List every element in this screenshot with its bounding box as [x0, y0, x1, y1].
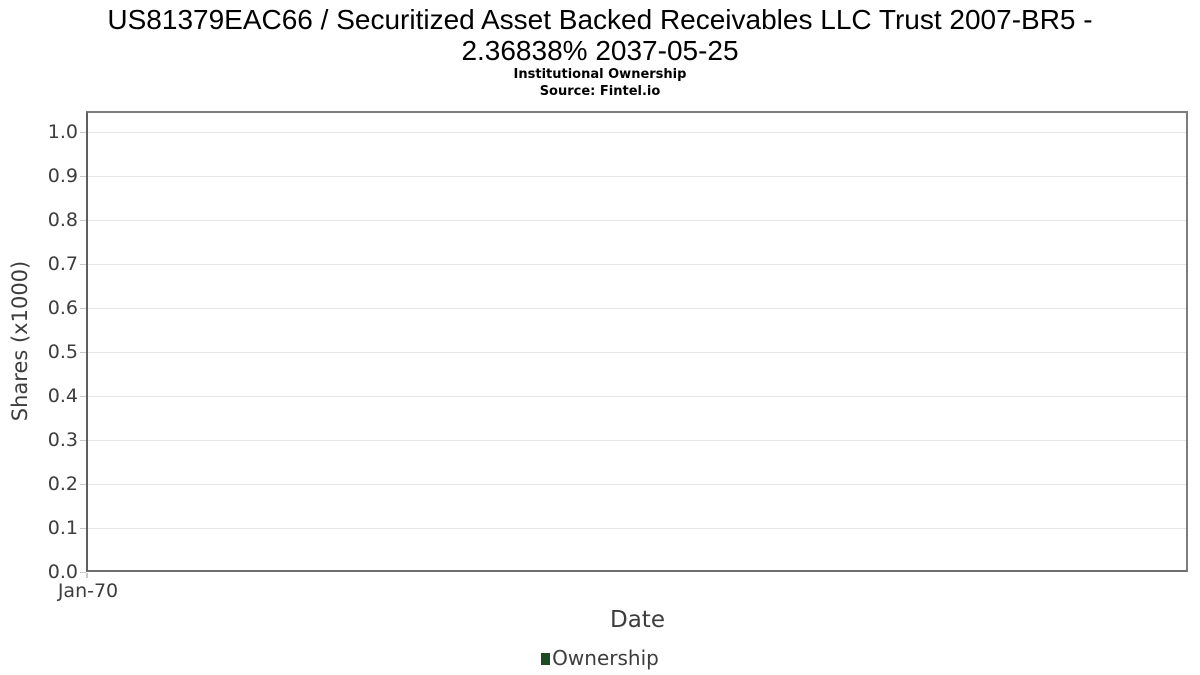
y-axis-tickmark — [80, 484, 86, 485]
y-axis-tickmark — [80, 308, 86, 309]
y-axis-tickmark — [80, 440, 86, 441]
y-axis-tickmark — [80, 264, 86, 265]
y-axis-tickmark — [80, 396, 86, 397]
y-axis-tickmark — [80, 528, 86, 529]
y-axis-tick-label: 0.0 — [47, 561, 78, 583]
y-axis-tickmark — [80, 220, 86, 221]
chart-title: US81379EAC66 / Securitized Asset Backed … — [0, 4, 1200, 66]
y-axis-tick-label: 0.1 — [47, 517, 78, 539]
y-axis-tick-label: 0.4 — [47, 385, 78, 407]
plot-area — [86, 111, 1188, 572]
y-axis-tick-label: 0.8 — [47, 209, 78, 231]
x-axis-tick-label: Jan-70 — [57, 580, 119, 602]
gridline — [88, 484, 1186, 485]
chart-subtitle: Institutional Ownership — [513, 67, 687, 82]
chart-title-line1: US81379EAC66 / Securitized Asset Backed … — [107, 4, 1093, 35]
legend[interactable]: Ownership — [0, 646, 1200, 670]
chart-source-label: Source: Fintel.io — [539, 84, 661, 99]
y-axis-tick-label: 0.6 — [47, 297, 78, 319]
y-axis-tick-label: 0.5 — [47, 341, 78, 363]
gridline — [88, 440, 1186, 441]
y-axis-tick-label: 0.3 — [47, 429, 78, 451]
legend-swatch-ownership — [541, 653, 551, 665]
legend-label-ownership: Ownership — [552, 646, 659, 670]
x-axis-title: Date — [610, 607, 665, 633]
y-axis-tick-label: 0.2 — [47, 473, 78, 495]
gridline — [88, 264, 1186, 265]
gridline — [88, 352, 1186, 353]
gridline — [88, 132, 1186, 133]
x-axis-tickmark — [86, 573, 88, 578]
gridline — [88, 396, 1186, 397]
chart-title-line2: 2.36838% 2037-05-25 — [461, 35, 739, 66]
gridline — [88, 176, 1186, 177]
y-axis-tickmark — [80, 352, 86, 353]
gridline — [88, 308, 1186, 309]
y-axis-tickmark — [80, 132, 86, 133]
y-axis-tick-label: 0.9 — [47, 165, 78, 187]
y-axis-tick-label: 1.0 — [47, 121, 78, 143]
gridline — [88, 220, 1186, 221]
y-axis-tick-label: 0.7 — [47, 253, 78, 275]
y-axis-tickmark — [80, 176, 86, 177]
y-axis-tickmark — [80, 572, 86, 573]
gridline — [88, 528, 1186, 529]
